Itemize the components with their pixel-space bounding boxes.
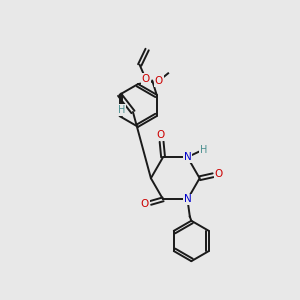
Text: H: H	[200, 145, 207, 155]
Text: O: O	[215, 169, 223, 179]
Text: O: O	[142, 74, 150, 84]
Text: H: H	[118, 105, 125, 115]
Text: N: N	[184, 194, 191, 204]
Text: O: O	[154, 76, 163, 86]
Text: O: O	[157, 130, 165, 140]
Text: N: N	[184, 152, 191, 162]
Text: O: O	[140, 200, 149, 209]
